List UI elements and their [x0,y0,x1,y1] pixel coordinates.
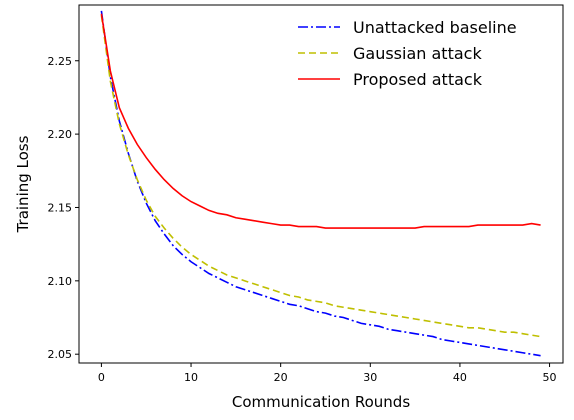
series-layer [100,10,541,357]
y-axis-title: Training Loss [14,135,32,233]
x-tick-label: 10 [184,371,198,384]
legend-label: Unattacked baseline [353,18,517,37]
series-line-3 [100,13,541,229]
x-tick-label: 40 [453,371,467,384]
legend-label: Gaussian attack [353,44,482,63]
x-tick-label: 30 [363,371,377,384]
y-tick-label: 2.20 [48,128,73,141]
series-line-2 [100,15,541,338]
legend: Unattacked baseline Gaussian attack Propos… [298,18,517,89]
x-tick-label: 20 [274,371,288,384]
x-tick-label: 0 [98,371,105,384]
y-tick-label: 2.10 [48,275,73,288]
legend-label: Proposed attack [353,70,483,89]
y-tick-label: 2.25 [48,55,73,68]
x-tick-label: 50 [543,371,557,384]
series-line-1 [100,10,541,357]
plot-frame [78,4,564,364]
ticks-layer: 0 10 20 30 40 50 2.05 2.10 2.15 2.20 2.25 [48,55,557,384]
y-tick-label: 2.05 [48,348,73,361]
x-axis-title: Communication Rounds [232,393,410,411]
y-tick-label: 2.15 [48,201,73,214]
